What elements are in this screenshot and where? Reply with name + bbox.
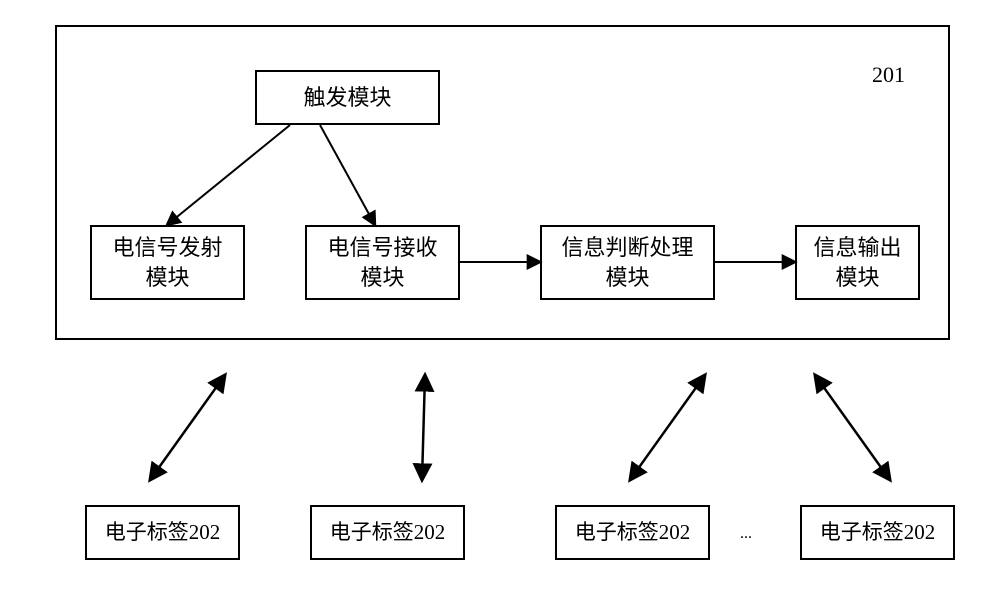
info-judge-module-box: 信息判断处理 模块 xyxy=(540,225,715,300)
electronic-tag-label: 电子标签202 xyxy=(330,518,446,546)
trigger-module-label: 触发模块 xyxy=(303,83,391,113)
electronic-tag-box: 电子标签202 xyxy=(85,505,240,560)
info-output-module-label: 信息输出 模块 xyxy=(813,233,901,292)
electronic-tag-box: 电子标签202 xyxy=(800,505,955,560)
signal-transmit-module-label: 电信号发射 模块 xyxy=(112,233,222,292)
info-output-module-box: 信息输出 模块 xyxy=(795,225,920,300)
electronic-tag-label: 电子标签202 xyxy=(820,518,936,546)
trigger-module-box: 触发模块 xyxy=(255,70,440,125)
electronic-tag-box: 电子标签202 xyxy=(310,505,465,560)
signal-receive-module-box: 电信号接收 模块 xyxy=(305,225,460,300)
electronic-tag-label: 电子标签202 xyxy=(105,518,221,546)
electronic-tag-box: 电子标签202 xyxy=(555,505,710,560)
signal-receive-module-label: 电信号接收 模块 xyxy=(327,233,437,292)
signal-transmit-module-box: 电信号发射 模块 xyxy=(90,225,245,300)
info-judge-module-label: 信息判断处理 模块 xyxy=(561,233,693,292)
ellipsis-text: ... xyxy=(740,525,752,543)
container-label: 201 xyxy=(872,62,905,88)
electronic-tag-label: 电子标签202 xyxy=(575,518,691,546)
